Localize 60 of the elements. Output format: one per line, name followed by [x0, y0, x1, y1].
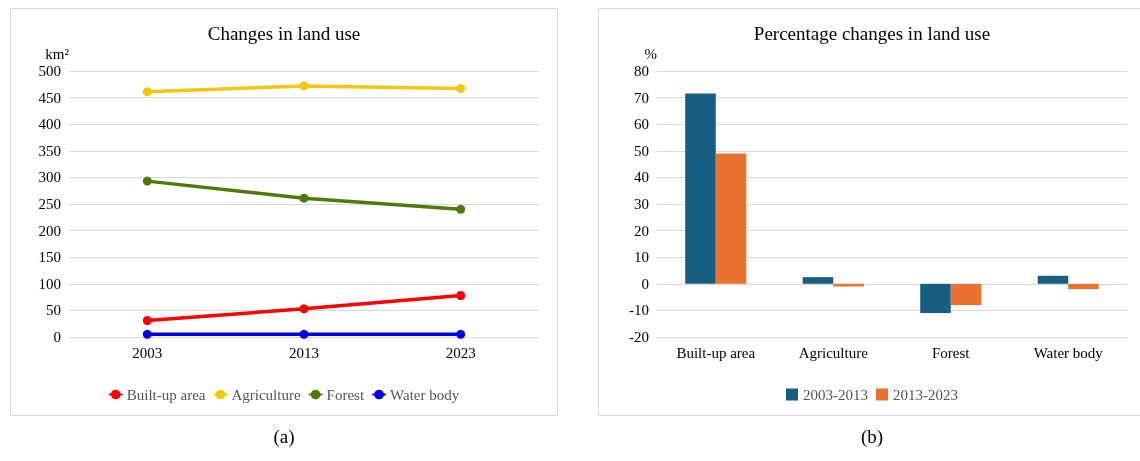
- y-tick-label: 350: [38, 142, 61, 159]
- y-tick-label: 0: [53, 329, 61, 345]
- bar: [920, 283, 951, 314]
- y-tick-label: 100: [38, 275, 61, 292]
- y-tick-label: 200: [38, 222, 61, 239]
- text: (a): [272, 426, 296, 448]
- y-tick-label: 50: [634, 142, 649, 159]
- legend-label: Water body: [390, 386, 460, 403]
- text: (b): [859, 426, 885, 448]
- x-tick-label: Forest: [932, 344, 971, 361]
- legend-label: Forest: [326, 386, 365, 403]
- point: [456, 84, 466, 94]
- legend-label: 2013-2023: [893, 386, 958, 403]
- y-tick-label: 150: [38, 249, 61, 266]
- y-tick-label: 50: [46, 302, 61, 319]
- point: [142, 329, 152, 339]
- x-tick-label: 2003: [132, 344, 163, 361]
- bar: [715, 153, 747, 284]
- point: [142, 176, 152, 186]
- legend-label: 2003-2013: [803, 386, 868, 403]
- y-tick-label: -20: [629, 329, 649, 345]
- y-tick-label: 60: [634, 116, 649, 133]
- y-tick-label: 450: [38, 89, 61, 106]
- y-tick-label: 70: [634, 89, 649, 106]
- y-tick-label: 40: [634, 169, 649, 186]
- point: [456, 291, 466, 300]
- bar: [685, 93, 716, 284]
- y-tick-label: 0: [641, 275, 649, 292]
- point: [456, 204, 466, 214]
- bar: [802, 277, 834, 284]
- y-tick-label: 80: [634, 63, 649, 79]
- y-tick-label: 20: [634, 222, 649, 239]
- y-tick-label: 400: [38, 116, 61, 133]
- legend-label: Built-up area: [126, 386, 206, 403]
- point: [299, 193, 309, 203]
- legend-label: Agriculture: [231, 386, 301, 403]
- point: [142, 87, 152, 97]
- chart-title: Changes in land use: [207, 23, 361, 44]
- y-axis-title: %: [644, 45, 657, 62]
- point: [299, 329, 309, 339]
- bar: [1037, 275, 1069, 284]
- y-tick-label: 30: [634, 196, 649, 212]
- y-tick-label: 250: [38, 196, 61, 212]
- chart-title: Percentage changes in land use: [753, 23, 991, 44]
- y-tick-label: 300: [38, 169, 61, 186]
- x-tick-label: Built-up area: [676, 344, 756, 361]
- point: [456, 329, 466, 339]
- point: [299, 304, 309, 314]
- bar: [950, 283, 982, 306]
- x-tick-label: Water body: [1033, 344, 1104, 361]
- point: [299, 81, 309, 91]
- x-tick-label: Agriculture: [798, 344, 869, 361]
- x-tick-label: 2013: [289, 344, 319, 361]
- bar: [1068, 283, 1099, 290]
- y-tick-label: 500: [38, 63, 61, 79]
- point: [142, 316, 152, 326]
- x-tick-label: 2023: [445, 344, 476, 361]
- y-tick-label: 10: [634, 249, 649, 266]
- y-axis-title: km²: [45, 45, 70, 62]
- y-tick-label: -10: [629, 302, 649, 319]
